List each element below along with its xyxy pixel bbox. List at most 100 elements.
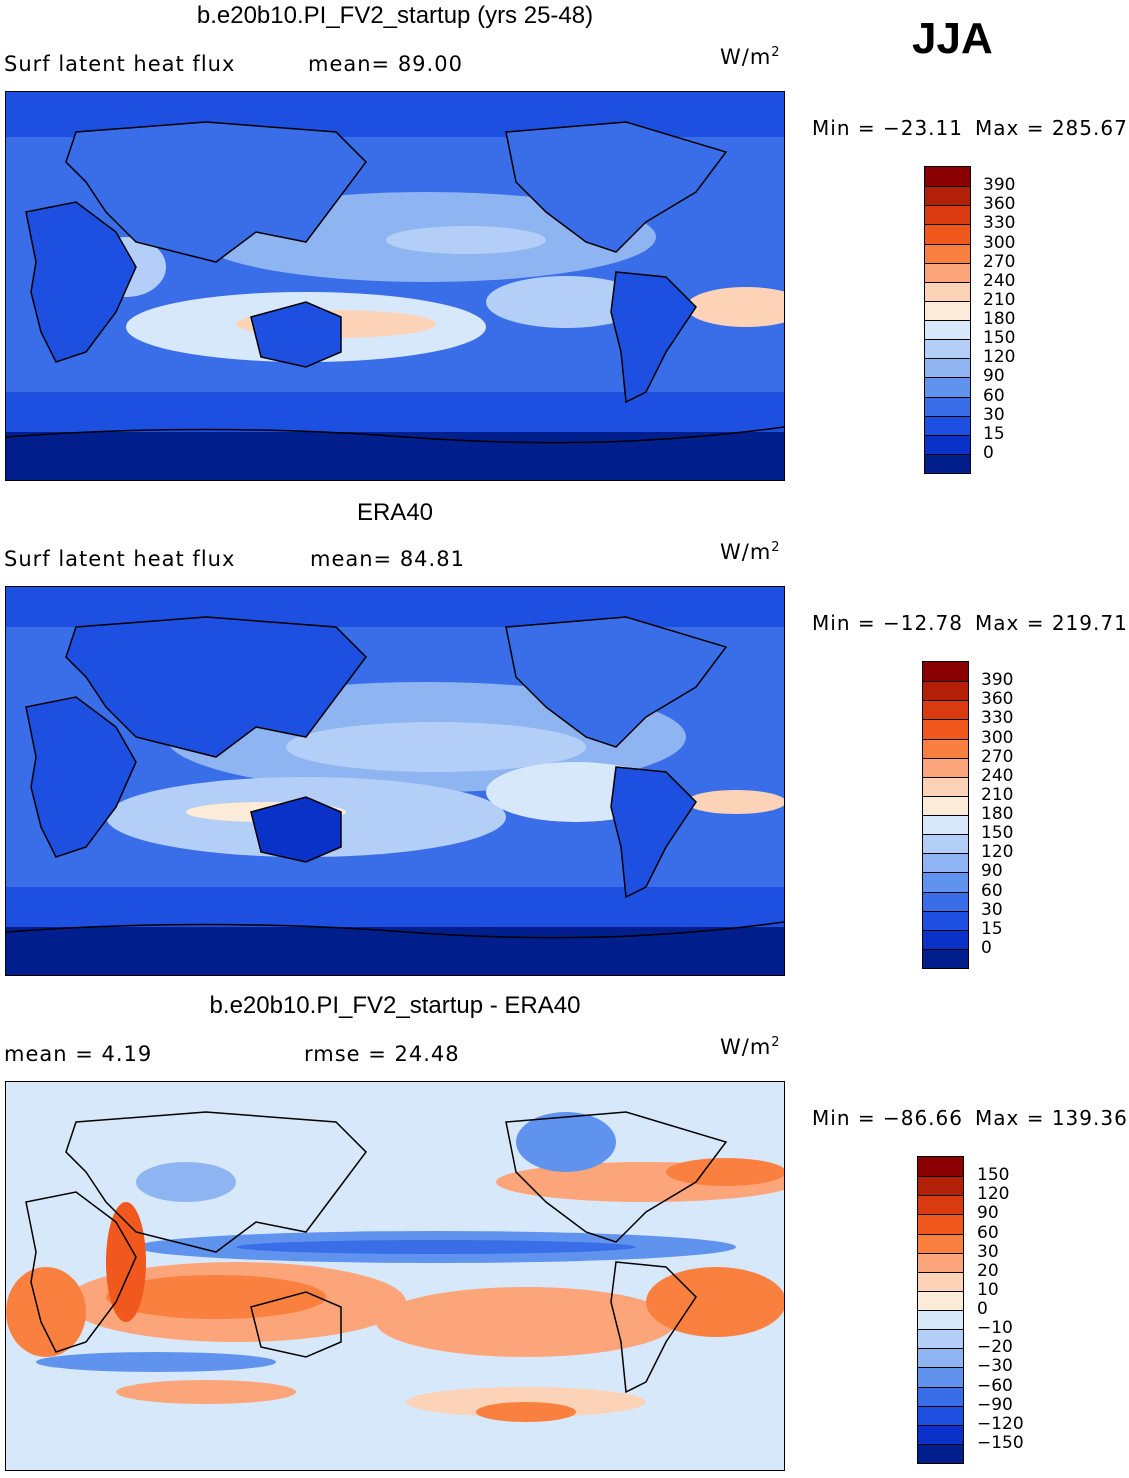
- season-label: JJA: [912, 14, 993, 63]
- colorbar-swatch: [918, 1386, 963, 1406]
- panel-2-title: ERA40: [356, 499, 434, 526]
- colorbar-tick-label: 180: [981, 804, 1014, 824]
- colorbar-tick-label: 90: [983, 366, 1005, 387]
- colorbar-tick-label: 0: [981, 937, 992, 958]
- colorbar-swatch: [925, 205, 970, 225]
- colorbar-swatch: [923, 929, 968, 949]
- panel-1-mean-label: mean= 89.00: [308, 52, 463, 76]
- colorbar-tick-label: 210: [983, 289, 1016, 310]
- panel-1-units: W/m2: [720, 45, 781, 69]
- colorbar-swatch: [923, 700, 968, 720]
- colorbar-tick-label: 210: [981, 784, 1014, 805]
- colorbar-tick-label: 60: [983, 385, 1005, 406]
- colorbar-swatch: [918, 1214, 963, 1234]
- colorbar-tick-label: 60: [977, 1222, 999, 1243]
- colorbar-swatch: [918, 1157, 963, 1177]
- colorbar-swatch: [918, 1310, 963, 1330]
- colorbar-tick-label: 300: [983, 232, 1016, 253]
- colorbar-swatch: [923, 948, 968, 968]
- colorbar-swatch: [923, 834, 968, 854]
- colorbar-tick-label: 150: [983, 328, 1016, 349]
- colorbar-swatch: [923, 757, 968, 777]
- colorbar-tick-label: 90: [977, 1203, 999, 1224]
- panel-1-field-svg: [6, 92, 784, 480]
- panel-2-variable-label: Surf latent heat flux: [4, 547, 236, 571]
- panel-2-min: Min = −12.78: [812, 611, 963, 635]
- colorbar-swatch: [925, 339, 970, 359]
- colorbar-tick-label: 30: [983, 404, 1005, 425]
- colorbar-tick-label: 20: [977, 1260, 999, 1281]
- colorbar-tick-label: 0: [977, 1299, 988, 1319]
- panel-3-field-svg: [6, 1082, 784, 1470]
- colorbar-swatch: [925, 396, 970, 416]
- colorbar-swatch: [923, 662, 968, 682]
- panel-1-variable-label: Surf latent heat flux: [4, 52, 236, 76]
- colorbar-swatch: [918, 1233, 963, 1253]
- colorbar-swatch: [925, 243, 970, 263]
- colorbar-swatch: [925, 262, 970, 282]
- colorbar-tick-label: 30: [977, 1241, 999, 1262]
- panel-3-max: Max = 139.36: [975, 1106, 1128, 1130]
- colorbar-swatch: [918, 1176, 963, 1196]
- colorbar-swatch: [923, 910, 968, 930]
- colorbar-tick-label: −10: [977, 1318, 1013, 1339]
- colorbar-tick-label: 270: [981, 746, 1014, 767]
- colorbar-tick-label: 30: [981, 899, 1003, 920]
- colorbar-tick-label: 15: [981, 918, 1003, 939]
- panel-1-max: Max = 285.67: [975, 116, 1128, 140]
- colorbar-swatch: [923, 815, 968, 835]
- colorbar-swatch: [925, 377, 970, 397]
- colorbar-tick-label: −60: [977, 1375, 1013, 1396]
- colorbar-swatch: [925, 358, 970, 378]
- panel-3-title: b.e20b10.PI_FV2_startup - ERA40: [209, 992, 581, 1019]
- colorbar-swatch: [923, 891, 968, 911]
- colorbar-tick-label: −20: [977, 1337, 1013, 1358]
- colorbar-swatch: [918, 1424, 963, 1444]
- panel-3-units: W/m2: [720, 1035, 781, 1059]
- colorbar-tick-label: 0: [983, 442, 994, 463]
- colorbar-tick-label: 330: [981, 708, 1014, 729]
- colorbar-swatch: [918, 1252, 963, 1272]
- panel-3-mean-label: mean = 4.19: [4, 1042, 153, 1066]
- colorbar-tick-label: 390: [981, 670, 1014, 691]
- colorbar-swatch: [925, 453, 970, 473]
- colorbar-swatch: [923, 719, 968, 739]
- colorbar-swatch: [925, 281, 970, 301]
- colorbar-swatch: [918, 1367, 963, 1387]
- colorbar-swatch: [918, 1271, 963, 1291]
- panel-2-mean-label: mean= 84.81: [310, 547, 465, 571]
- colorbar-swatch: [925, 415, 970, 435]
- colorbar-tick-label: 120: [977, 1184, 1010, 1205]
- colorbar-swatch: [918, 1348, 963, 1368]
- colorbar-tick-label: 90: [981, 861, 1003, 882]
- colorbar-tick-label: 150: [977, 1165, 1010, 1186]
- colorbar-swatch: [925, 167, 970, 187]
- colorbar-tick-label: 360: [981, 689, 1014, 710]
- panel-1-min: Min = −23.11: [812, 116, 963, 140]
- colorbar-tick-label: 300: [981, 727, 1014, 748]
- colorbar-swatch: [925, 186, 970, 206]
- panel-2-max: Max = 219.71: [975, 611, 1128, 635]
- colorbar-tick-label: −90: [977, 1394, 1013, 1415]
- colorbar-tick-label: 240: [983, 270, 1016, 291]
- panel-1-colorbar: [924, 166, 971, 474]
- colorbar-tick-label: −30: [977, 1356, 1013, 1377]
- panel-1-map: [5, 91, 785, 481]
- panel-2-colorbar: [922, 661, 969, 969]
- colorbar-swatch: [925, 224, 970, 244]
- panel-2-units: W/m2: [720, 540, 781, 564]
- colorbar-tick-label: 240: [981, 765, 1014, 786]
- colorbar-tick-label: 180: [983, 309, 1016, 329]
- colorbar-tick-label: 270: [983, 251, 1016, 272]
- panel-3-colorbar: [917, 1156, 964, 1464]
- colorbar-swatch: [923, 738, 968, 758]
- panel-1-title: b.e20b10.PI_FV2_startup (yrs 25-48): [196, 2, 594, 29]
- colorbar-swatch: [923, 776, 968, 796]
- colorbar-swatch: [918, 1290, 963, 1310]
- colorbar-tick-label: 360: [983, 194, 1016, 215]
- colorbar-swatch: [918, 1195, 963, 1215]
- colorbar-tick-label: −150: [977, 1432, 1024, 1453]
- colorbar-swatch: [923, 853, 968, 873]
- colorbar-swatch: [925, 434, 970, 454]
- colorbar-swatch: [923, 872, 968, 892]
